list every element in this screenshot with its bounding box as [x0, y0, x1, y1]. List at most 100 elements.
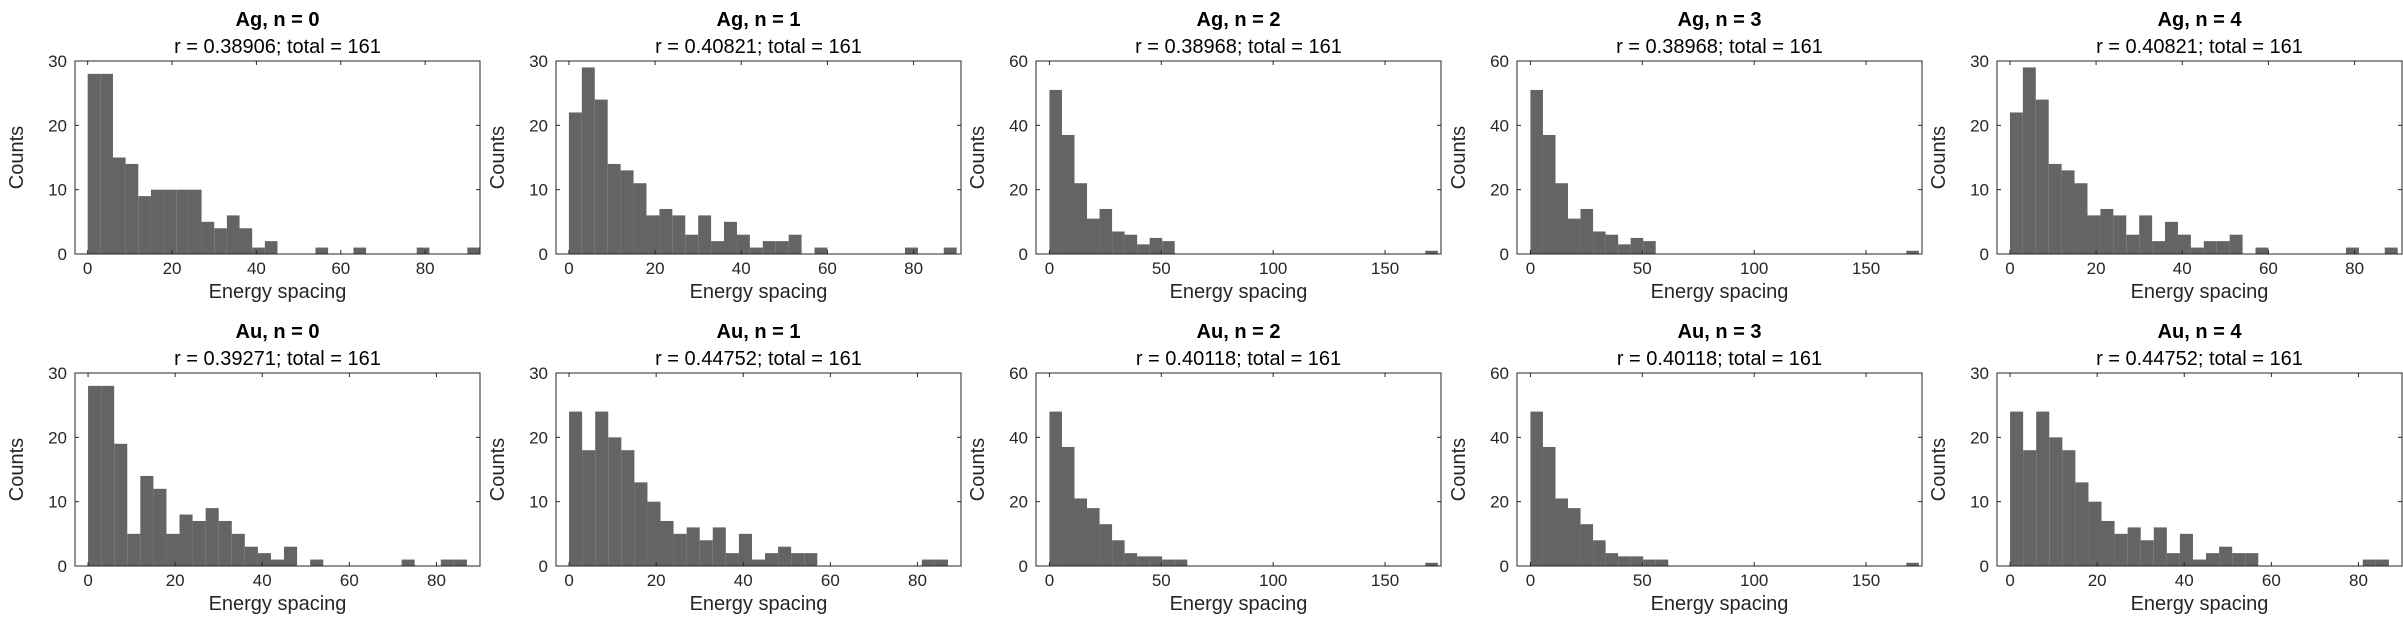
histogram-bar [2114, 533, 2128, 566]
histogram-bar [2384, 247, 2398, 254]
histogram-bar [1425, 562, 1438, 566]
y-tick-label: 10 [48, 493, 67, 512]
x-tick-label: 80 [427, 571, 446, 590]
y-tick-label: 60 [1490, 52, 1509, 71]
histogram-bar [2101, 520, 2115, 566]
x-tick-label: 0 [2005, 259, 2014, 278]
y-tick-label: 0 [1500, 557, 1509, 576]
histogram-bar [672, 215, 686, 254]
histogram-bar [1593, 540, 1606, 566]
panel-subtitle: r = 0.44752; total = 161 [655, 348, 862, 370]
histogram-bar [724, 221, 737, 254]
histogram-bar [2127, 527, 2141, 566]
histogram-bar [192, 520, 206, 566]
histogram-bar [138, 196, 151, 254]
x-tick-label: 60 [2262, 571, 2281, 590]
axes-box [74, 372, 481, 567]
histogram-bar [88, 385, 102, 566]
histogram-bar [1530, 89, 1543, 254]
histogram-bar [1074, 498, 1088, 566]
histogram-bar [2048, 163, 2062, 254]
histogram-bar [176, 189, 189, 254]
histogram-bar [934, 559, 948, 566]
histogram-bar [2074, 183, 2088, 254]
histogram-bar [1162, 241, 1175, 254]
y-tick-label: 20 [1490, 493, 1509, 512]
histogram-bar [660, 520, 674, 566]
histogram-bar [2010, 411, 2024, 566]
x-tick-label: 100 [1259, 571, 1287, 590]
histogram-bar [2126, 234, 2140, 254]
panel-subtitle: r = 0.38906; total = 161 [174, 36, 381, 58]
histogram-bar [201, 221, 215, 254]
panel-title: Ag, n = 4 [2158, 9, 2243, 31]
y-tick-label: 30 [1970, 52, 1989, 71]
y-tick-label: 0 [1019, 557, 1028, 576]
y-tick-label: 30 [529, 364, 548, 383]
y-tick-label: 60 [1009, 364, 1028, 383]
histogram-bar [1124, 234, 1138, 254]
panel-title: Ag, n = 2 [1197, 9, 1281, 31]
y-axis-label: Counts [6, 438, 28, 501]
x-tick-label: 150 [1371, 571, 1399, 590]
histogram-bar [2179, 533, 2193, 566]
histogram-bar [150, 189, 164, 254]
histogram-bar [2023, 450, 2037, 566]
y-axis-label: Counts [1448, 126, 1470, 189]
histogram-bar [1643, 559, 1656, 566]
x-tick-label: 60 [331, 259, 350, 278]
y-tick-label: 60 [1009, 52, 1028, 71]
histogram-panel: Ag, n = 0 r = 0.38906; total = 161 0 20 40 60… [6, 9, 481, 303]
histogram-bar [762, 241, 776, 254]
y-tick-label: 20 [1970, 428, 1989, 447]
y-tick-label: 40 [1490, 428, 1509, 447]
x-tick-label: 80 [2345, 259, 2364, 278]
histogram-bar [257, 553, 271, 566]
x-tick-label: 20 [2087, 259, 2106, 278]
x-tick-label: 0 [2005, 571, 2014, 590]
histogram-bar [646, 215, 660, 254]
histogram-bar [1099, 208, 1113, 254]
panel-title: Ag, n = 3 [1678, 9, 1762, 31]
histogram-bar [1906, 250, 1919, 254]
histogram-bar [1605, 234, 1619, 254]
histogram-bar [1112, 231, 1125, 254]
histogram-bar [2203, 241, 2217, 254]
histogram-bar [2009, 112, 2023, 254]
axes-box [1996, 60, 2403, 255]
histogram-bar [2206, 553, 2220, 566]
y-tick-label: 60 [1490, 364, 1509, 383]
histogram-bar [711, 241, 725, 254]
histogram-bar [1555, 498, 1569, 566]
histogram-bar [1605, 553, 1619, 566]
histogram-bar [1049, 89, 1062, 254]
histogram-bar [921, 559, 935, 566]
histogram-bar [2229, 234, 2243, 254]
x-tick-label: 0 [1045, 259, 1054, 278]
histogram-bar [231, 533, 245, 566]
histogram-bar [1112, 540, 1125, 566]
x-tick-label: 80 [908, 571, 927, 590]
histogram-bar [114, 443, 128, 566]
panel-subtitle: r = 0.40118; total = 161 [1136, 348, 1341, 370]
histogram-bar [2075, 482, 2089, 566]
x-tick-label: 40 [734, 571, 753, 590]
histogram-bar [2192, 559, 2207, 566]
x-tick-label: 0 [564, 259, 573, 278]
panel-subtitle: r = 0.38968; total = 161 [1135, 36, 1342, 58]
x-axis-label: Energy spacing [1651, 281, 1789, 303]
histogram-bar [699, 540, 713, 566]
histogram-bar [2139, 215, 2153, 254]
histogram-bar [659, 208, 673, 254]
x-tick-label: 20 [646, 259, 665, 278]
histogram-bar [264, 241, 278, 254]
histogram-bar [315, 247, 329, 254]
histogram-bar [778, 546, 792, 566]
histogram-panel: Au, n = 3 r = 0.40118; total = 161 0 50 100 1… [1448, 321, 1923, 615]
histogram-bar [2022, 67, 2036, 254]
x-axis-label: Energy spacing [2131, 593, 2269, 615]
x-axis-label: Energy spacing [690, 281, 828, 303]
histogram-bar [1568, 508, 1581, 566]
y-tick-label: 30 [48, 364, 67, 383]
